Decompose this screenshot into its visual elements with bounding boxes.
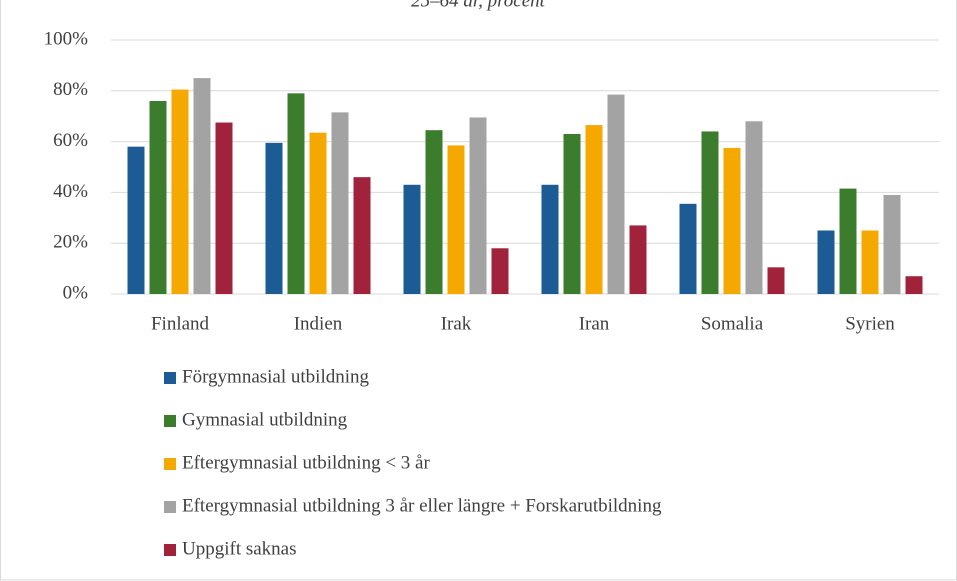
y-tick-label: 0% bbox=[63, 282, 89, 303]
bar bbox=[171, 89, 189, 294]
bar bbox=[265, 142, 283, 294]
y-tick-label: 100% bbox=[44, 28, 89, 49]
legend-swatch bbox=[164, 458, 176, 470]
bar bbox=[585, 125, 603, 294]
legend-swatch bbox=[164, 501, 176, 513]
chart-title: 25–64 år, procent bbox=[411, 0, 546, 11]
bar bbox=[607, 94, 625, 294]
bar bbox=[491, 248, 509, 294]
legend-swatch bbox=[164, 415, 176, 427]
legend-label: Förgymnasial utbildning bbox=[182, 366, 370, 387]
x-tick-label: Indien bbox=[294, 313, 343, 334]
bar bbox=[767, 267, 785, 294]
bar bbox=[127, 146, 145, 294]
bar bbox=[745, 121, 763, 294]
legend-label: Eftergymnasial utbildning < 3 år bbox=[182, 452, 430, 473]
bar bbox=[403, 184, 421, 294]
bar bbox=[541, 184, 559, 294]
bar bbox=[905, 276, 923, 294]
bar bbox=[883, 194, 901, 294]
y-tick-label: 80% bbox=[53, 79, 88, 100]
x-tick-label: Syrien bbox=[845, 313, 895, 334]
x-tick-label: Irak bbox=[441, 313, 472, 334]
x-tick-label: Somalia bbox=[701, 313, 764, 334]
x-tick-label: Finland bbox=[151, 313, 210, 334]
bar bbox=[861, 230, 879, 294]
bar bbox=[629, 225, 647, 294]
bar bbox=[839, 188, 857, 294]
legend-label: Eftergymnasial utbildning 3 år eller län… bbox=[182, 495, 662, 516]
y-tick-label: 40% bbox=[53, 181, 88, 202]
bar bbox=[723, 147, 741, 294]
bar bbox=[701, 131, 719, 294]
bar bbox=[215, 122, 233, 294]
bar bbox=[469, 117, 487, 294]
bar bbox=[193, 78, 211, 294]
bar bbox=[447, 145, 465, 294]
bar bbox=[287, 93, 305, 294]
bar bbox=[149, 100, 167, 295]
bar bbox=[563, 133, 581, 294]
legend-swatch bbox=[164, 544, 176, 556]
legend-label: Uppgift saknas bbox=[182, 538, 297, 559]
legend-swatch bbox=[164, 372, 176, 384]
bar bbox=[425, 130, 443, 294]
bar bbox=[817, 230, 835, 294]
bar bbox=[353, 177, 371, 294]
bar bbox=[309, 132, 327, 294]
y-tick-label: 20% bbox=[53, 232, 88, 253]
bar bbox=[331, 112, 349, 294]
bar bbox=[679, 203, 697, 294]
y-tick-label: 60% bbox=[53, 130, 88, 151]
x-tick-label: Iran bbox=[579, 313, 610, 334]
legend-label: Gymnasial utbildning bbox=[182, 409, 348, 430]
